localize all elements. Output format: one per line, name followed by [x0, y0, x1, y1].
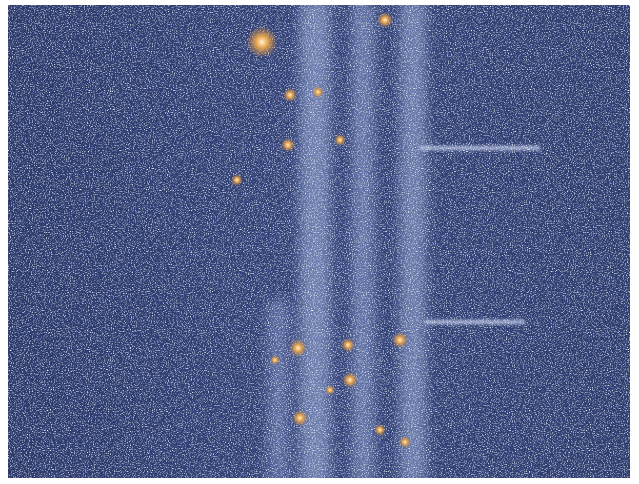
page — [0, 0, 639, 484]
image-area — [8, 0, 630, 484]
photo — [0, 0, 639, 484]
noise — [8, 5, 630, 478]
